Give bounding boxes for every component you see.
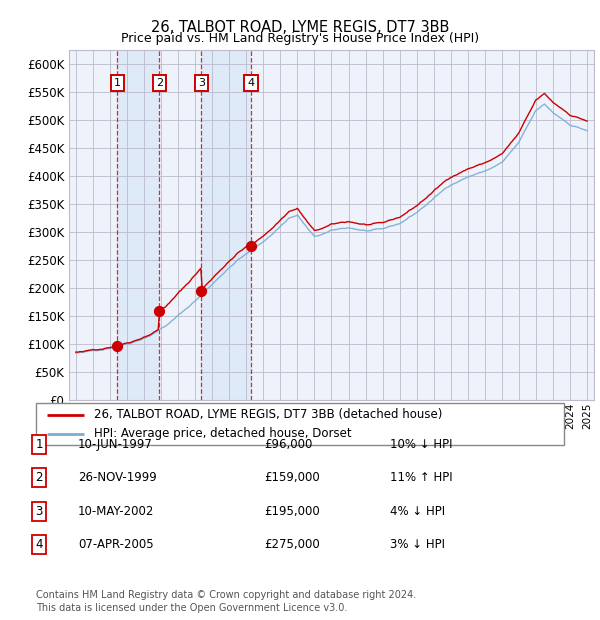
Point bbox=[113, 341, 122, 351]
Text: 2: 2 bbox=[156, 78, 163, 88]
Bar bbox=[201, 50, 251, 400]
Text: 07-APR-2005: 07-APR-2005 bbox=[78, 538, 154, 551]
Text: 26-NOV-1999: 26-NOV-1999 bbox=[78, 471, 157, 484]
Text: 10-JUN-1997: 10-JUN-1997 bbox=[78, 438, 153, 451]
Text: Price paid vs. HM Land Registry's House Price Index (HPI): Price paid vs. HM Land Registry's House … bbox=[121, 32, 479, 45]
Point bbox=[155, 306, 164, 316]
Text: 26, TALBOT ROAD, LYME REGIS, DT7 3BB: 26, TALBOT ROAD, LYME REGIS, DT7 3BB bbox=[151, 20, 449, 35]
Text: £96,000: £96,000 bbox=[264, 438, 313, 451]
Text: 3: 3 bbox=[35, 505, 43, 518]
Text: 3: 3 bbox=[198, 78, 205, 88]
Text: 26, TALBOT ROAD, LYME REGIS, DT7 3BB (detached house): 26, TALBOT ROAD, LYME REGIS, DT7 3BB (de… bbox=[94, 409, 442, 422]
Bar bbox=[118, 50, 160, 400]
Text: 4% ↓ HPI: 4% ↓ HPI bbox=[390, 505, 445, 518]
FancyBboxPatch shape bbox=[36, 403, 564, 445]
Text: 4: 4 bbox=[35, 538, 43, 551]
Point bbox=[246, 241, 256, 250]
Text: 1: 1 bbox=[35, 438, 43, 451]
Text: 10-MAY-2002: 10-MAY-2002 bbox=[78, 505, 154, 518]
Text: £195,000: £195,000 bbox=[264, 505, 320, 518]
Text: 2: 2 bbox=[35, 471, 43, 484]
Text: 3% ↓ HPI: 3% ↓ HPI bbox=[390, 538, 445, 551]
Text: HPI: Average price, detached house, Dorset: HPI: Average price, detached house, Dors… bbox=[94, 427, 352, 440]
Text: 11% ↑ HPI: 11% ↑ HPI bbox=[390, 471, 452, 484]
Point bbox=[196, 286, 206, 296]
Text: 1: 1 bbox=[114, 78, 121, 88]
Text: Contains HM Land Registry data © Crown copyright and database right 2024.
This d: Contains HM Land Registry data © Crown c… bbox=[36, 590, 416, 613]
Text: 4: 4 bbox=[247, 78, 254, 88]
Text: £275,000: £275,000 bbox=[264, 538, 320, 551]
Text: £159,000: £159,000 bbox=[264, 471, 320, 484]
Text: 10% ↓ HPI: 10% ↓ HPI bbox=[390, 438, 452, 451]
